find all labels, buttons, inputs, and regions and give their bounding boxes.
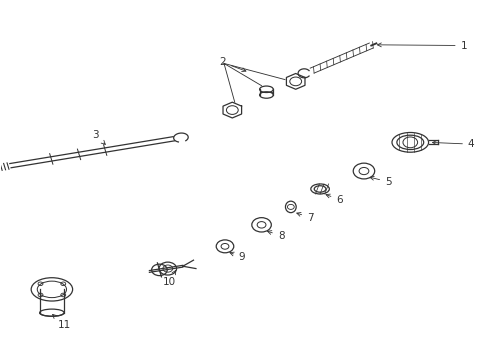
Text: 1: 1 bbox=[377, 41, 466, 50]
Text: 11: 11 bbox=[53, 314, 71, 330]
Text: 10: 10 bbox=[162, 270, 175, 287]
Text: 9: 9 bbox=[229, 252, 245, 262]
Ellipse shape bbox=[40, 309, 64, 316]
Text: 7: 7 bbox=[296, 212, 313, 222]
Text: 3: 3 bbox=[92, 130, 105, 144]
Text: 5: 5 bbox=[369, 176, 391, 187]
Ellipse shape bbox=[31, 278, 73, 301]
Text: 8: 8 bbox=[267, 231, 284, 240]
Text: 4: 4 bbox=[432, 139, 473, 149]
Text: 6: 6 bbox=[325, 194, 342, 205]
Text: 2: 2 bbox=[219, 57, 245, 72]
